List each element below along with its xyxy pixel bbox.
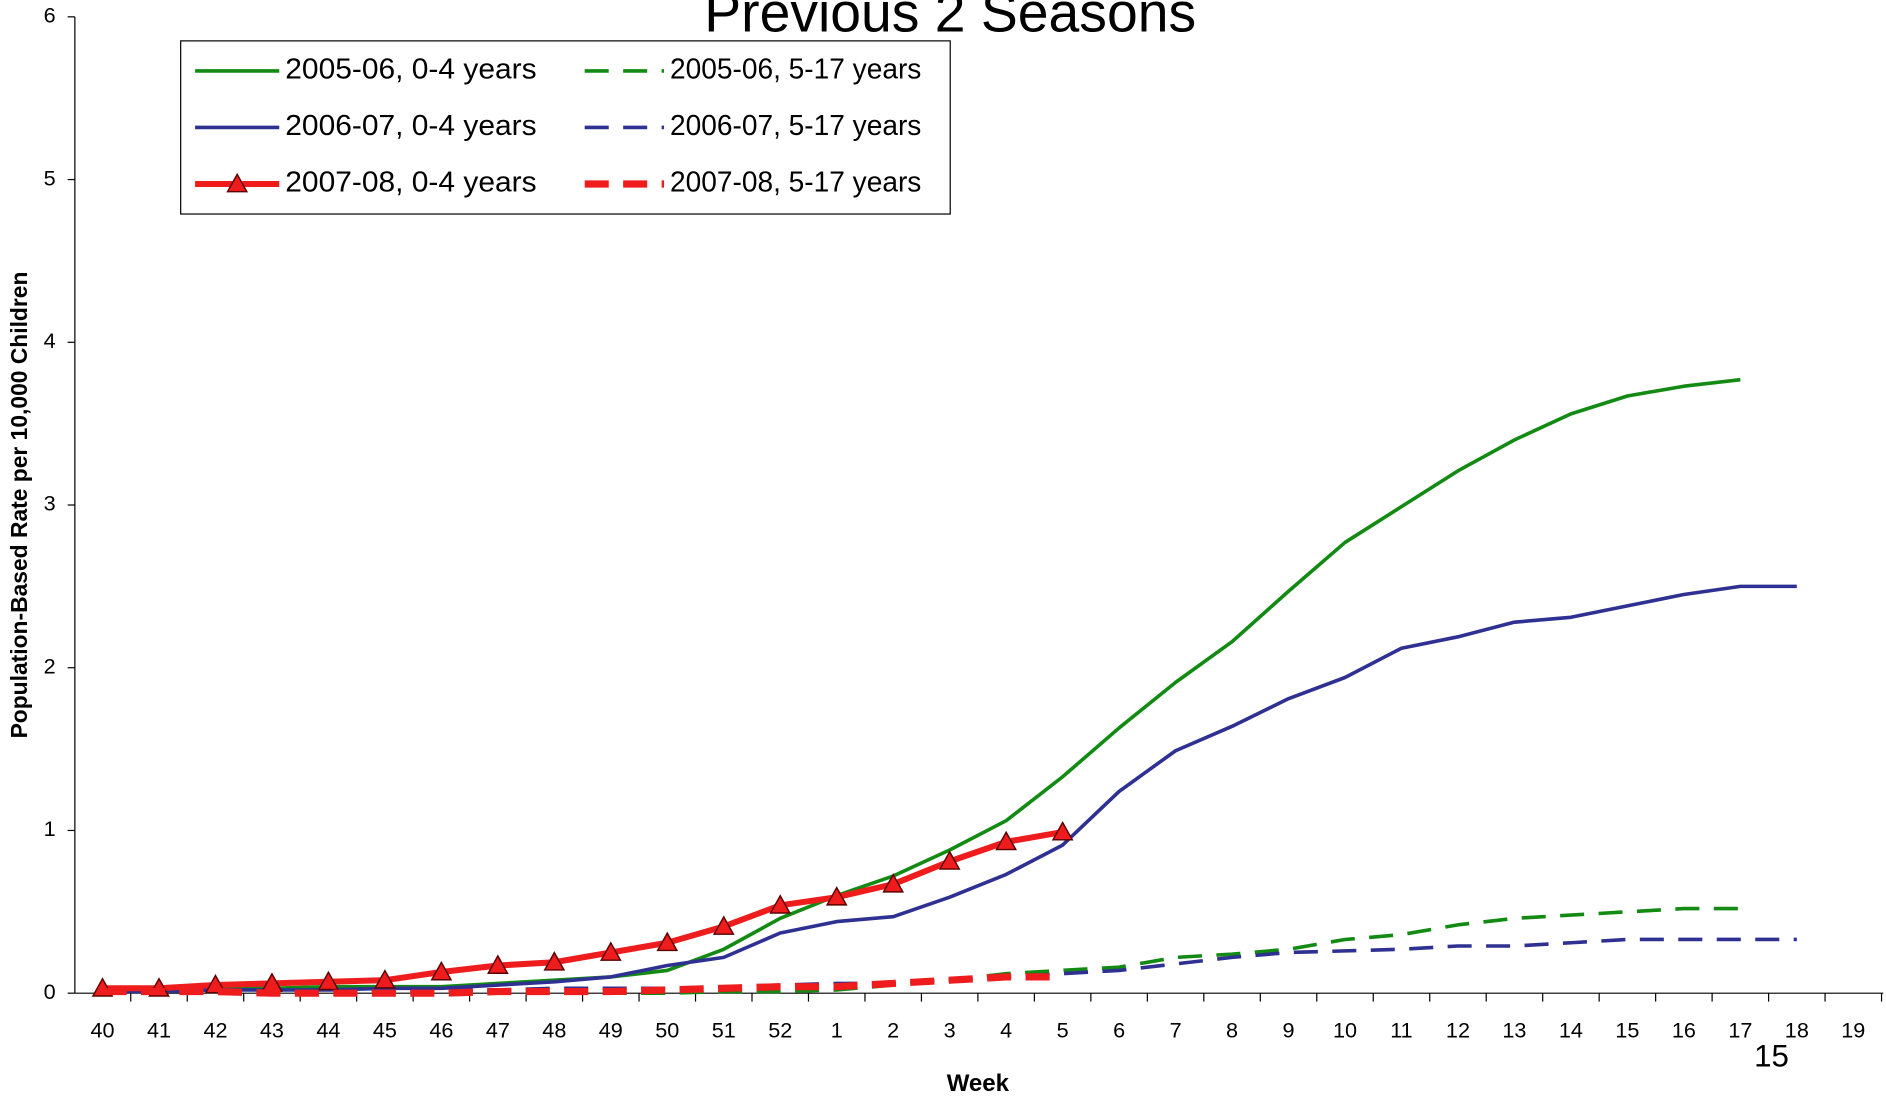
legend-label: 2005-06, 5-17 years (670, 54, 921, 86)
y-tick-label: 6 (44, 3, 56, 28)
x-tick-label: 4 (1000, 1017, 1012, 1042)
series-marker (995, 830, 1017, 851)
legend-label: 2006-07, 0-4 years (285, 110, 536, 142)
y-tick-label: 0 (44, 979, 56, 1004)
x-tick-label: 40 (90, 1017, 114, 1042)
legend-marker (226, 172, 249, 193)
series-marker (656, 931, 679, 952)
series-marker (543, 951, 566, 971)
x-tick-label: 49 (599, 1017, 623, 1042)
y-tick-label: 1 (44, 816, 56, 841)
series-marker (317, 970, 340, 991)
series-line (102, 829, 1064, 992)
y-tick-label: 5 (44, 165, 56, 190)
x-tick-label: 41 (147, 1017, 171, 1042)
legend-box (180, 40, 951, 215)
x-tick-label: 13 (1502, 1017, 1526, 1042)
series-marker (1051, 820, 1074, 841)
chart-title: Previous 2 Seasons (704, 0, 1196, 43)
series-marker (712, 915, 735, 935)
x-tick-label: 5 (1057, 1017, 1069, 1042)
x-tick-label: 43 (260, 1017, 284, 1042)
series-line (102, 377, 1741, 992)
x-tick-label: 44 (316, 1017, 340, 1042)
series-marker (599, 941, 622, 961)
legend-label: 2006-07, 5-17 years (670, 110, 921, 142)
page-number: 15 (1754, 1038, 1789, 1073)
x-tick-label: 51 (712, 1017, 736, 1042)
x-tick-label: 1 (831, 1017, 843, 1042)
x-tick-label: 48 (542, 1017, 566, 1042)
series-marker (769, 894, 792, 914)
x-tick-label: 19 (1841, 1017, 1865, 1042)
legend-label: 2005-06, 0-4 years (285, 54, 536, 86)
series-marker (430, 960, 453, 981)
x-tick-label: 8 (1226, 1017, 1238, 1042)
x-tick-label: 16 (1672, 1017, 1696, 1042)
series-line (102, 584, 1797, 994)
x-tick-label: 7 (1170, 1017, 1182, 1042)
x-tick-label: 17 (1728, 1017, 1752, 1042)
x-axis-label: Week (947, 1070, 1010, 1097)
series-marker (938, 850, 961, 870)
x-tick-label: 2 (887, 1017, 899, 1042)
x-tick-label: 47 (486, 1017, 510, 1042)
series-marker (825, 886, 848, 906)
x-tick-label: 11 (1390, 1017, 1412, 1042)
x-tick-label: 9 (1283, 1017, 1295, 1042)
y-tick-label: 2 (44, 653, 56, 678)
x-tick-label: 14 (1559, 1017, 1583, 1042)
legend-label: 2007-08, 0-4 years (285, 167, 536, 199)
series-marker (487, 954, 509, 974)
x-tick-label: 50 (655, 1017, 679, 1042)
x-tick-label: 46 (429, 1017, 453, 1042)
x-tick-label: 3 (944, 1017, 956, 1042)
series-line (102, 973, 1063, 997)
legend-label: 2007-08, 5-17 years (670, 167, 921, 199)
x-tick-label: 45 (373, 1017, 397, 1042)
x-tick-label: 42 (203, 1017, 227, 1042)
x-tick-label: 12 (1446, 1017, 1470, 1042)
series-marker (882, 873, 905, 893)
x-tick-label: 10 (1333, 1017, 1357, 1042)
x-tick-label: 52 (768, 1017, 792, 1042)
y-tick-label: 4 (44, 328, 56, 353)
x-tick-label: 18 (1785, 1017, 1809, 1042)
series-marker (374, 969, 396, 989)
y-axis-label: Population-Based Rate per 10,000 Childre… (6, 272, 32, 739)
x-tick-label: 15 (1615, 1017, 1639, 1042)
x-tick-label: 6 (1113, 1017, 1125, 1042)
y-tick-label: 3 (44, 491, 56, 516)
